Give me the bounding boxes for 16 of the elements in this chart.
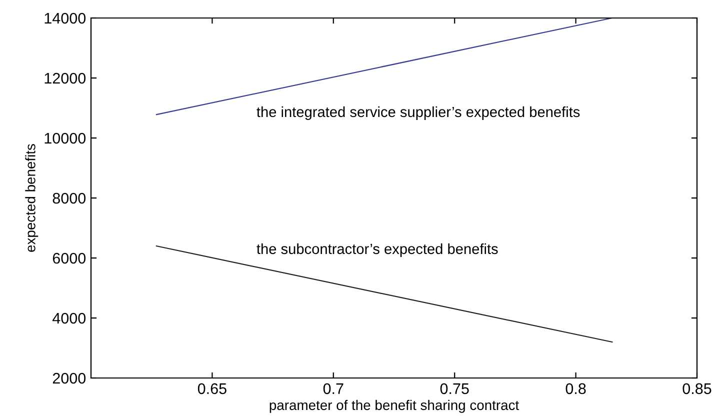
x-tick-label: 0.75 xyxy=(440,383,469,394)
y-tick-label: 2000 xyxy=(52,372,86,384)
x-tick-label: 0.85 xyxy=(682,383,712,394)
x-tick-label: 0.7 xyxy=(323,383,344,394)
x-axis-title: parameter of the benefit sharing contract xyxy=(270,400,519,413)
x-tick-label: 0.8 xyxy=(566,383,586,394)
series-label: the integrated service supplier’s expected benefits xyxy=(256,106,580,120)
x-tick-label: 0.65 xyxy=(198,383,226,394)
series-label: the subcontractor’s expected benefits xyxy=(256,243,498,257)
y-axis-title: expected benefits xyxy=(25,144,38,252)
y-tick-label: 12000 xyxy=(44,72,86,84)
y-tick-label: 6000 xyxy=(52,252,86,264)
y-tick-label: 4000 xyxy=(52,312,86,324)
y-tick-label: 8000 xyxy=(52,192,86,204)
y-tick-label: 10000 xyxy=(44,132,86,144)
y-tick-label: 14000 xyxy=(44,12,86,24)
